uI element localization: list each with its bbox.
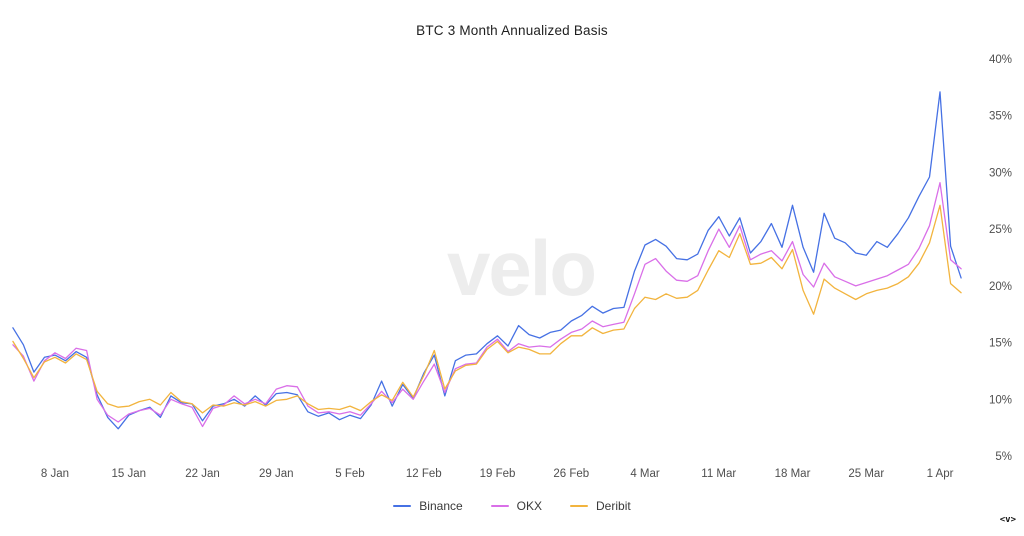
x-axis-tick-label: 29 Jan bbox=[259, 468, 294, 480]
y-axis-tick-label: 10% bbox=[989, 394, 1012, 406]
y-axis-tick-label: 5% bbox=[995, 451, 1012, 463]
x-axis-tick-label: 26 Feb bbox=[553, 468, 589, 480]
velo-watermark: velo bbox=[446, 224, 597, 312]
x-axis-tick-label: 19 Feb bbox=[480, 468, 516, 480]
y-axis-tick-label: 40% bbox=[989, 54, 1012, 66]
legend-item-okx[interactable]: OKX bbox=[490, 499, 543, 513]
x-axis-tick-label: 12 Feb bbox=[406, 468, 442, 480]
legend-label: OKX bbox=[516, 499, 543, 513]
binance-line bbox=[12, 91, 962, 430]
x-axis-tick-label: 4 Mar bbox=[630, 468, 660, 480]
velo-logo-mark: <v> bbox=[999, 515, 1016, 525]
x-axis-tick-label: 15 Jan bbox=[111, 468, 146, 480]
chart-title: BTC 3 Month Annualized Basis bbox=[416, 23, 608, 38]
legend-label: Binance bbox=[419, 499, 463, 513]
legend-label: Deribit bbox=[596, 499, 631, 513]
x-axis-tick-label: 8 Jan bbox=[41, 468, 69, 480]
legend-swatch-deribit bbox=[570, 505, 589, 507]
x-axis-tick-label: 1 Apr bbox=[927, 468, 954, 480]
deribit-line bbox=[12, 204, 962, 414]
y-axis-tick-label: 20% bbox=[989, 281, 1012, 293]
x-axis-tick-label: 25 Mar bbox=[848, 468, 884, 480]
legend-item-binance[interactable]: Binance bbox=[393, 499, 463, 513]
x-axis-tick-label: 11 Mar bbox=[701, 468, 736, 480]
legend-item-deribit[interactable]: Deribit bbox=[570, 499, 631, 513]
y-axis-tick-label: 15% bbox=[989, 338, 1012, 350]
legend-swatch-okx bbox=[490, 505, 509, 507]
legend-swatch-binance bbox=[393, 505, 412, 507]
okx-line bbox=[12, 181, 962, 428]
x-axis-tick-label: 18 Mar bbox=[775, 468, 811, 480]
x-axis-tick-label: 5 Feb bbox=[335, 468, 364, 480]
y-axis-tick-label: 25% bbox=[989, 224, 1012, 236]
legend: Binance OKX Deribit bbox=[0, 499, 1024, 513]
y-axis-tick-label: 35% bbox=[989, 111, 1012, 123]
y-axis-tick-label: 30% bbox=[989, 167, 1012, 179]
x-axis-tick-label: 22 Jan bbox=[185, 468, 220, 480]
